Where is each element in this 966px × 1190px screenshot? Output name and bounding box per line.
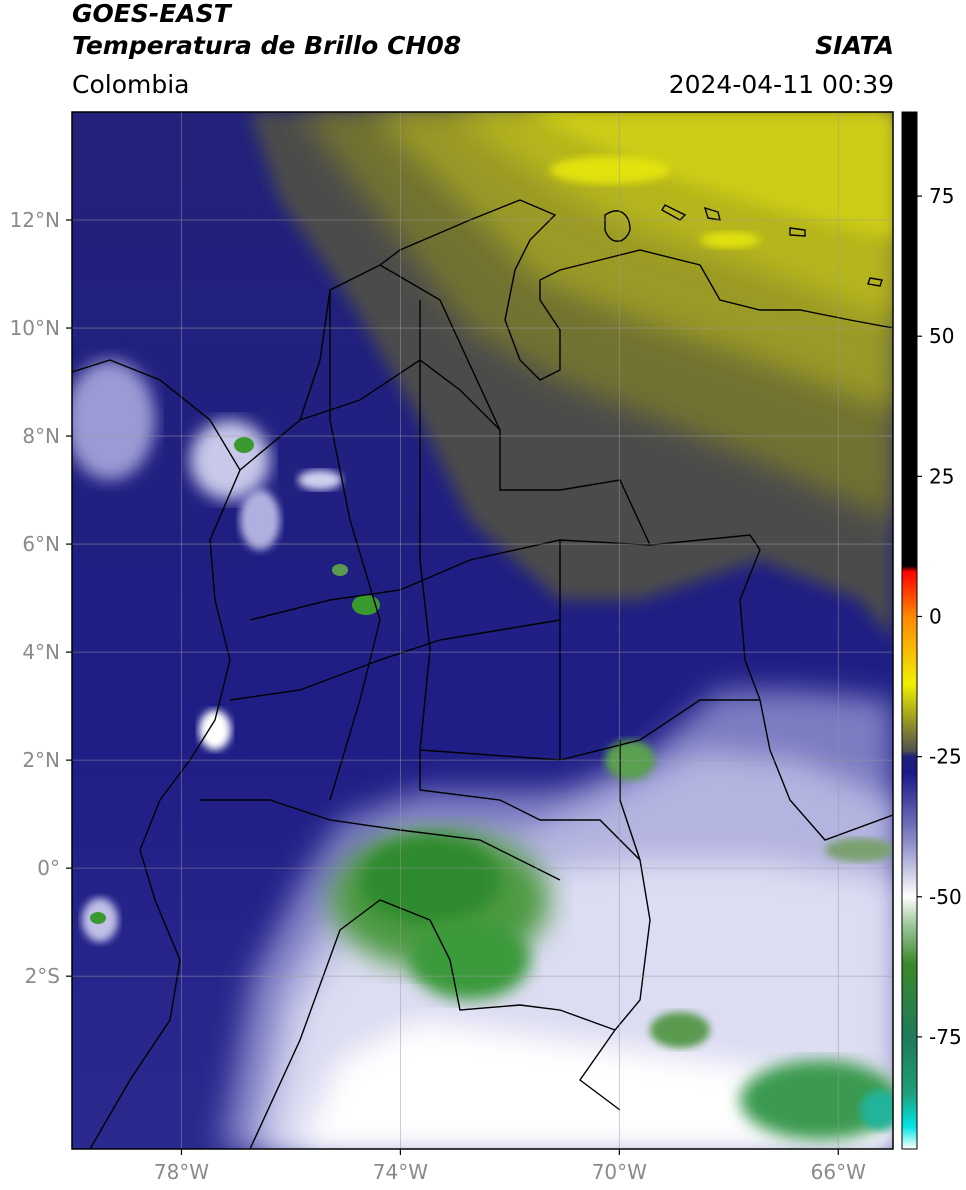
lat-tick-label: 4°N bbox=[22, 640, 60, 664]
colorbar-tick-label: 75 bbox=[929, 184, 954, 208]
colorbar-scale bbox=[901, 111, 918, 1150]
lat-tick-label: 6°N bbox=[22, 532, 60, 556]
colorbar-tick-label: 50 bbox=[929, 324, 954, 348]
timestamp-label: 2024-04-11 00:39 bbox=[668, 70, 894, 99]
boundary-lines bbox=[72, 199, 893, 1149]
lat-tick-label: 2°S bbox=[25, 964, 60, 988]
colorbar-tick-label: -25 bbox=[929, 745, 962, 769]
map-frame bbox=[71, 111, 894, 1150]
brightness-temperature-field bbox=[72, 112, 893, 1149]
lat-tick-label: 0° bbox=[37, 856, 60, 880]
map-gridlines bbox=[72, 112, 893, 1149]
lon-tick-label: 78°W bbox=[154, 1160, 209, 1184]
lat-tick-label: 12°N bbox=[10, 208, 60, 232]
colorbar-tick-label: -75 bbox=[929, 1025, 962, 1049]
lon-tick-label: 66°W bbox=[811, 1160, 866, 1184]
product-title: Temperatura de Brillo CH08 bbox=[72, 31, 462, 60]
colorbar-tick-label: -50 bbox=[929, 885, 962, 909]
lon-tick-label: 70°W bbox=[592, 1160, 647, 1184]
colorbar: 75 50 25 0 -25 -50 -75 bbox=[901, 111, 962, 1150]
lon-tick-label: 74°W bbox=[373, 1160, 428, 1184]
lat-tick-label: 2°N bbox=[22, 748, 60, 772]
longitude-axis: 78°W 74°W 70°W 66°W bbox=[154, 1149, 866, 1184]
satellite-title: GOES-EAST bbox=[72, 0, 231, 28]
colorbar-tick-label: 0 bbox=[929, 604, 942, 628]
lat-tick-label: 10°N bbox=[10, 316, 60, 340]
latitude-axis: 12°N 10°N 8°N 6°N 4°N 2°N 0° 2°S bbox=[10, 208, 72, 988]
brand-label: SIATA bbox=[815, 31, 894, 60]
colorbar-tick-label: 25 bbox=[929, 464, 954, 488]
lat-tick-label: 8°N bbox=[22, 424, 60, 448]
region-label: Colombia bbox=[72, 70, 190, 99]
